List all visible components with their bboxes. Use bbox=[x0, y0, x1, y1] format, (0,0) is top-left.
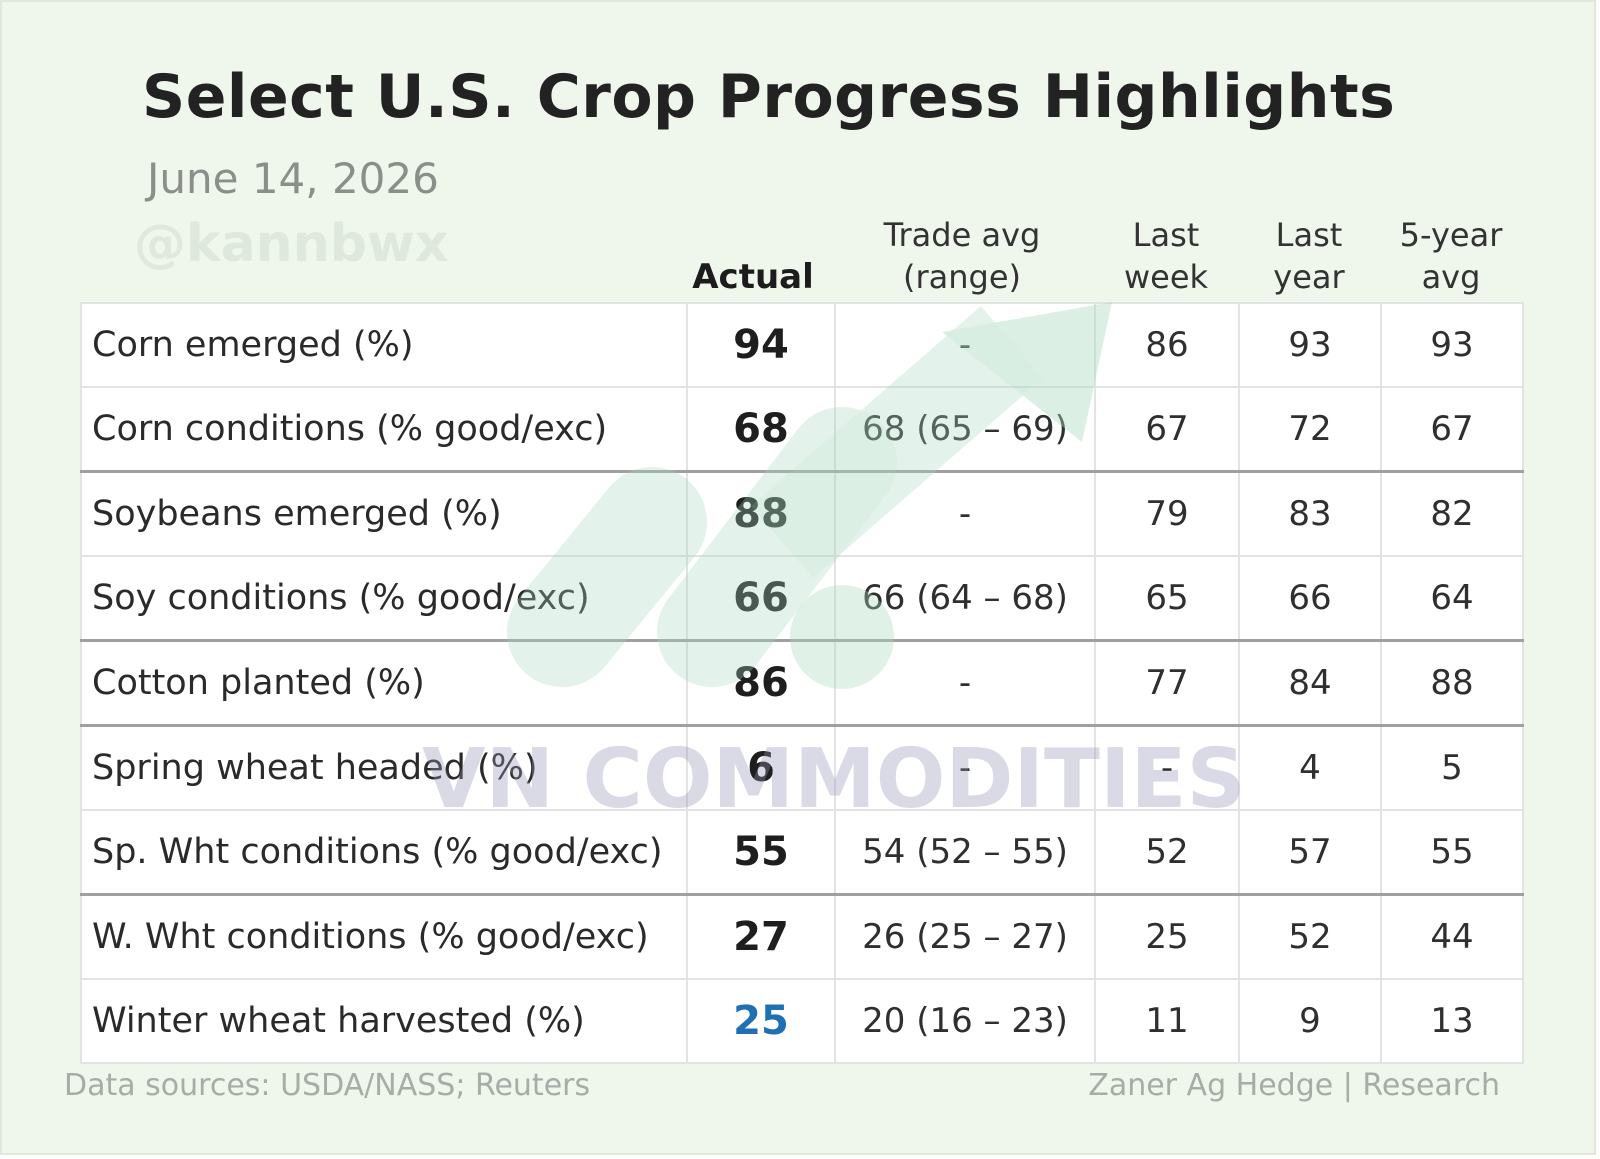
table-row: W. Wht conditions (% good/exc) 27 26 (25… bbox=[80, 893, 1524, 980]
last-year-value: 84 bbox=[1238, 639, 1382, 727]
five-year-value: 82 bbox=[1380, 470, 1524, 557]
last-week-value: 67 bbox=[1094, 386, 1240, 473]
last-week-value: 79 bbox=[1094, 470, 1240, 557]
col-header-last-week-line2: week bbox=[1123, 258, 1209, 296]
five-year-value: 93 bbox=[1380, 302, 1524, 388]
col-header-last-year: Last year bbox=[1238, 214, 1380, 298]
col-header-last-week-line1: Last bbox=[1132, 216, 1200, 254]
actual-value: 88 bbox=[686, 470, 836, 557]
last-year-value: 66 bbox=[1238, 555, 1382, 642]
last-year-value: 57 bbox=[1238, 809, 1382, 896]
last-week-value: 11 bbox=[1094, 978, 1240, 1064]
trade-avg-value: - bbox=[834, 639, 1096, 727]
row-label: Cotton planted (%) bbox=[80, 639, 688, 727]
row-label: Spring wheat headed (%) bbox=[80, 724, 688, 811]
col-header-five-year-line1: 5-year bbox=[1399, 216, 1503, 254]
last-week-value: 25 bbox=[1094, 893, 1240, 980]
data-sources-note: Data sources: USDA/NASS; Reuters bbox=[64, 1068, 591, 1103]
crop-progress-table: Corn emerged (%) 94 - 86 93 93 Corn cond… bbox=[80, 302, 1524, 1064]
col-header-last-year-line1: Last bbox=[1275, 216, 1343, 254]
last-week-value: 65 bbox=[1094, 555, 1240, 642]
table-row: Corn conditions (% good/exc) 68 68 (65 –… bbox=[80, 386, 1524, 473]
row-label: Sp. Wht conditions (% good/exc) bbox=[80, 809, 688, 896]
author-handle-watermark: @kannbwx bbox=[134, 214, 449, 274]
actual-value: 66 bbox=[686, 555, 836, 642]
table-row: Sp. Wht conditions (% good/exc) 55 54 (5… bbox=[80, 809, 1524, 896]
trade-avg-value: - bbox=[834, 724, 1096, 811]
actual-value: 55 bbox=[686, 809, 836, 896]
trade-avg-value: 20 (16 – 23) bbox=[834, 978, 1096, 1064]
col-header-trade-avg-line1: Trade avg bbox=[883, 216, 1041, 254]
last-week-value: 77 bbox=[1094, 639, 1240, 727]
trade-avg-value: - bbox=[834, 470, 1096, 557]
last-year-value: 9 bbox=[1238, 978, 1382, 1064]
table-row: Soybeans emerged (%) 88 - 79 83 82 bbox=[80, 470, 1524, 557]
row-label: Soybeans emerged (%) bbox=[80, 470, 688, 557]
actual-value: 6 bbox=[686, 724, 836, 811]
col-header-last-year-line2: year bbox=[1273, 258, 1345, 296]
trade-avg-value: 66 (64 – 68) bbox=[834, 555, 1096, 642]
five-year-value: 88 bbox=[1380, 639, 1524, 727]
row-label: Winter wheat harvested (%) bbox=[80, 978, 688, 1064]
table-row: Winter wheat harvested (%) 25 20 (16 – 2… bbox=[80, 978, 1524, 1064]
col-header-five-year-line2: avg bbox=[1421, 258, 1481, 296]
page-title: Select U.S. Crop Progress Highlights bbox=[142, 62, 1396, 132]
actual-value: 94 bbox=[686, 302, 836, 388]
last-week-value: 52 bbox=[1094, 809, 1240, 896]
last-week-value: - bbox=[1094, 724, 1240, 811]
col-header-five-year: 5-year avg bbox=[1380, 214, 1522, 298]
row-label: W. Wht conditions (% good/exc) bbox=[80, 893, 688, 980]
table-row: Cotton planted (%) 86 - 77 84 88 bbox=[80, 639, 1524, 727]
trade-avg-value: - bbox=[834, 302, 1096, 388]
col-header-actual: Actual bbox=[692, 257, 814, 297]
five-year-value: 5 bbox=[1380, 724, 1524, 811]
col-header-trade-avg-line2: (range) bbox=[902, 258, 1021, 296]
trade-avg-value: 68 (65 – 69) bbox=[834, 386, 1096, 473]
trade-avg-value: 54 (52 – 55) bbox=[834, 809, 1096, 896]
table-row: Corn emerged (%) 94 - 86 93 93 bbox=[80, 302, 1524, 388]
last-year-value: 72 bbox=[1238, 386, 1382, 473]
last-week-value: 86 bbox=[1094, 302, 1240, 388]
actual-value: 27 bbox=[686, 893, 836, 980]
five-year-value: 55 bbox=[1380, 809, 1524, 896]
table-row: Spring wheat headed (%) 6 - - 4 5 bbox=[80, 724, 1524, 811]
table-row: Soy conditions (% good/exc) 66 66 (64 – … bbox=[80, 555, 1524, 642]
actual-value: 86 bbox=[686, 639, 836, 727]
actual-value: 68 bbox=[686, 386, 836, 473]
last-year-value: 52 bbox=[1238, 893, 1382, 980]
five-year-value: 44 bbox=[1380, 893, 1524, 980]
col-header-last-week: Last week bbox=[1094, 214, 1238, 298]
row-label: Corn emerged (%) bbox=[80, 302, 688, 388]
last-year-value: 4 bbox=[1238, 724, 1382, 811]
trade-avg-value: 26 (25 – 27) bbox=[834, 893, 1096, 980]
report-date: June 14, 2026 bbox=[147, 154, 439, 203]
actual-value: 25 bbox=[686, 978, 836, 1064]
last-year-value: 93 bbox=[1238, 302, 1382, 388]
five-year-value: 64 bbox=[1380, 555, 1524, 642]
five-year-value: 67 bbox=[1380, 386, 1524, 473]
last-year-value: 83 bbox=[1238, 470, 1382, 557]
publisher-credit: Zaner Ag Hedge | Research bbox=[1088, 1068, 1500, 1103]
col-header-trade-avg: Trade avg (range) bbox=[834, 214, 1090, 298]
row-label: Corn conditions (% good/exc) bbox=[80, 386, 688, 473]
five-year-value: 13 bbox=[1380, 978, 1524, 1064]
row-label: Soy conditions (% good/exc) bbox=[80, 555, 688, 642]
